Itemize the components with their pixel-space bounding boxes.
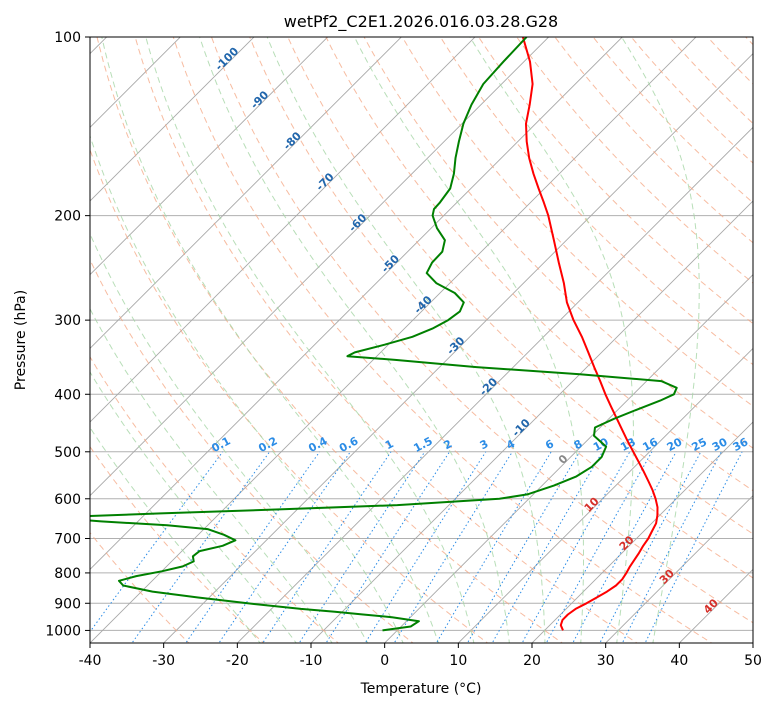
isotherm-line bbox=[310, 200, 753, 643]
moist-adiabat-line bbox=[145, 37, 475, 643]
mixing-ratio-label: 36 bbox=[731, 435, 751, 454]
x-tick-label: -30 bbox=[152, 653, 175, 669]
y-tick-label: 100 bbox=[54, 30, 81, 46]
mixing-ratio-line bbox=[364, 451, 487, 643]
moist-adiabat-line bbox=[90, 371, 297, 643]
y-tick-label: 800 bbox=[54, 566, 81, 582]
x-tick-label: 10 bbox=[449, 653, 467, 669]
y-tick-label: 400 bbox=[54, 387, 81, 403]
y-tick-label: 500 bbox=[54, 445, 81, 461]
moist-adiabat-line bbox=[354, 37, 584, 643]
dry-adiabat-line bbox=[96, 37, 564, 643]
axes: -40 -30 -20 -10 0 10 20 30 40 50 100 200 300 400 500 60… bbox=[45, 30, 762, 669]
mixing-ratio-label: 16 bbox=[640, 435, 660, 454]
plot-frame bbox=[89, 36, 754, 644]
moist-adiabat-line bbox=[266, 37, 546, 643]
mixing-ratio-line bbox=[644, 451, 743, 643]
isotherm-line bbox=[90, 37, 623, 570]
mixing-ratio-line bbox=[491, 451, 603, 643]
moist-adiabat-line bbox=[90, 307, 333, 643]
isotherm-line bbox=[90, 37, 402, 349]
isotherm-line bbox=[384, 274, 753, 643]
temperature-profile-line bbox=[521, 37, 659, 631]
mixing-ratio-line bbox=[298, 451, 426, 643]
y-tick-label: 1000 bbox=[45, 623, 81, 639]
x-tick-label: -40 bbox=[79, 653, 102, 669]
isotherm-line bbox=[605, 495, 753, 643]
dry-adiabat-line bbox=[90, 148, 489, 643]
dry-adiabat-line bbox=[287, 37, 753, 535]
mixing-ratio-line bbox=[262, 451, 392, 643]
isotherm-line bbox=[90, 37, 255, 202]
y-tick-label: 300 bbox=[54, 313, 81, 329]
profile-lines bbox=[90, 37, 678, 632]
dry-adiabat-line bbox=[210, 37, 753, 624]
x-tick-label: 20 bbox=[523, 653, 541, 669]
mixing-ratio-line bbox=[466, 451, 581, 643]
background-lines bbox=[90, 37, 753, 643]
y-tick-label: 600 bbox=[54, 492, 81, 508]
dry-adiabat-line bbox=[516, 37, 753, 284]
mixing-ratio-line bbox=[621, 451, 722, 643]
mixing-ratio-line bbox=[218, 451, 351, 643]
mixing-ratio-line bbox=[572, 451, 677, 643]
mixing-ratio-line bbox=[599, 451, 702, 643]
moist-adiabat-line bbox=[101, 37, 440, 643]
chart-title: wetPf2_C2E1.2026.016.03.28.G28 bbox=[284, 12, 558, 32]
mixing-ratio-label: 20 bbox=[665, 435, 685, 454]
isotherm-line bbox=[90, 37, 476, 423]
mixing-ratio-line bbox=[90, 451, 224, 633]
moist-adiabat-line bbox=[199, 37, 510, 643]
x-tick-label: -20 bbox=[226, 653, 249, 669]
mixing-ratio-line bbox=[393, 451, 513, 643]
isotherm-line bbox=[236, 126, 753, 643]
dry-adiabat-line bbox=[90, 355, 340, 643]
moist-adiabat-line bbox=[469, 37, 634, 643]
mixing-ratio-line bbox=[131, 451, 271, 643]
isotherm-line bbox=[531, 421, 753, 643]
mixing-ratio-line bbox=[185, 451, 321, 643]
isotherm-line bbox=[90, 37, 550, 497]
moist-adiabat-line bbox=[90, 134, 404, 643]
isotherm-line bbox=[90, 37, 181, 128]
x-tick-label: 40 bbox=[670, 653, 688, 669]
x-tick-label: -10 bbox=[300, 653, 323, 669]
mixing-ratio-line bbox=[325, 451, 451, 643]
dry-adiabat-line bbox=[90, 445, 265, 643]
mixing-ratio-label: 25 bbox=[689, 435, 709, 454]
dry-adiabat-line bbox=[90, 258, 414, 643]
y-tick-label: 200 bbox=[54, 209, 81, 225]
x-tick-label: 30 bbox=[597, 653, 615, 669]
x-tick-label: 0 bbox=[380, 653, 389, 669]
dry-adiabat-line bbox=[134, 37, 638, 643]
moist-adiabat-line bbox=[90, 426, 261, 643]
x-axis-title: Temperature (°C) bbox=[360, 681, 482, 697]
dewpoint-profile-line bbox=[90, 37, 678, 632]
y-axis-title: Pressure (hPa) bbox=[13, 290, 29, 390]
x-tick-label: 50 bbox=[744, 653, 762, 669]
y-tick-label: 900 bbox=[54, 596, 81, 612]
isotherm-line bbox=[457, 347, 753, 643]
moist-adiabat-line bbox=[90, 232, 369, 643]
mixing-ratio-label: 30 bbox=[710, 435, 730, 454]
isotherm-line bbox=[90, 37, 697, 643]
moist-adiabat-line bbox=[621, 37, 700, 643]
y-tick-label: 700 bbox=[54, 532, 81, 548]
isotherm-line bbox=[90, 37, 329, 276]
